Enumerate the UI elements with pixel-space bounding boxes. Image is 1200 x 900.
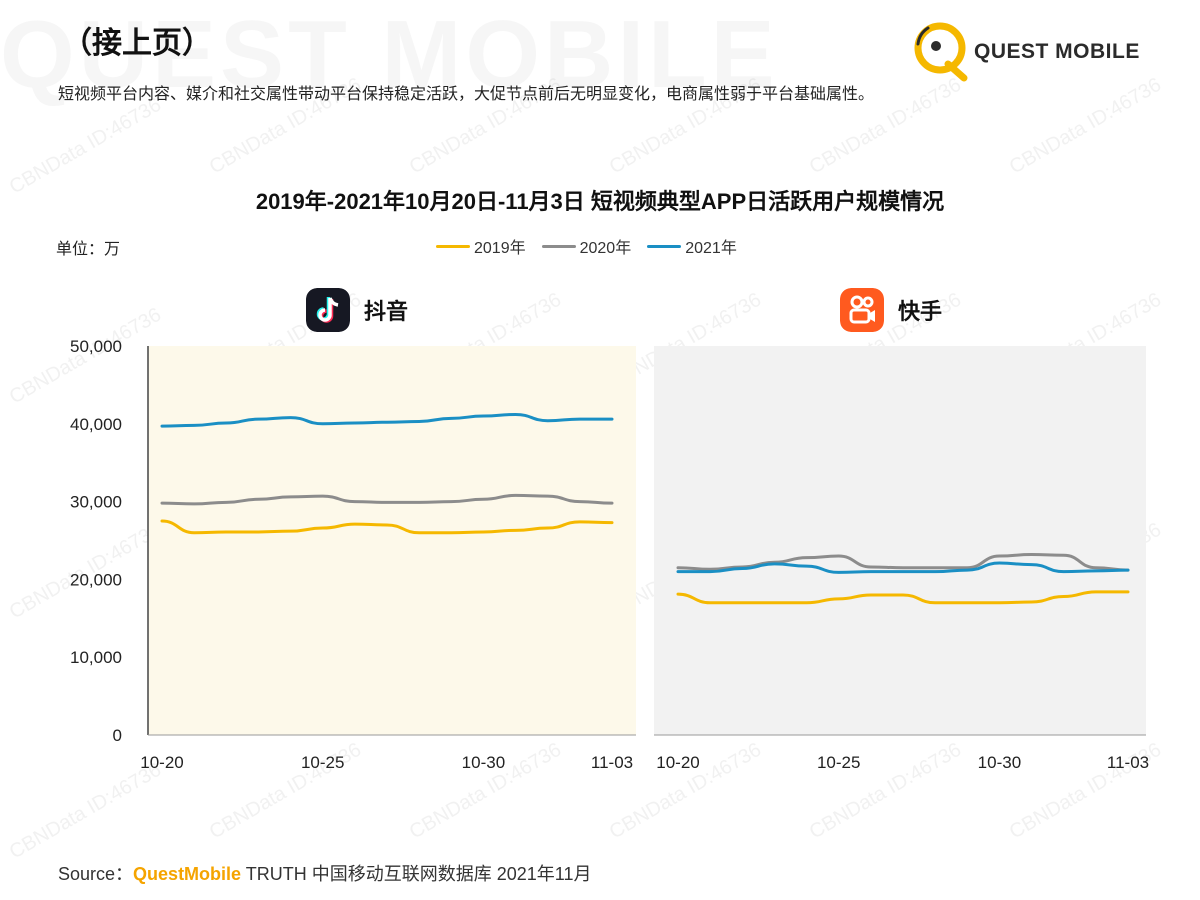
- legend-swatch-2019: [436, 244, 470, 248]
- series-line-douyin-2019: [160, 519, 614, 535]
- douyin-app-icon: [306, 288, 350, 332]
- series-line-douyin-2021: [160, 412, 614, 428]
- questmobile-logo-icon: [914, 22, 968, 82]
- x-tick-label: 10-25: [817, 753, 860, 772]
- unit-label: 单位：万: [56, 241, 121, 258]
- x-tick-label: 11-03: [1107, 753, 1149, 772]
- source-prefix: Source：: [58, 864, 134, 884]
- plot-area-1: [654, 346, 1146, 735]
- legend-item-2020: 2020年: [541, 234, 632, 258]
- series-line-kuaishou-2019: [676, 590, 1130, 605]
- platform-header-kuaishou: 快手: [840, 288, 942, 332]
- chart-legend: 2019年 2020年 2021年: [436, 234, 753, 258]
- platform-name-douyin: 抖音: [364, 299, 409, 324]
- logo-text: QUEST MOBILE: [974, 40, 1140, 63]
- series-line-douyin-2020: [160, 493, 614, 506]
- y-tick-label: 40,000: [70, 415, 122, 434]
- y-tick-label: 30,000: [70, 493, 122, 512]
- platform-name-kuaishou: 快手: [898, 299, 943, 324]
- source-brand: QuestMobile: [133, 864, 242, 884]
- x-tick-label: 11-03: [591, 753, 633, 772]
- y-tick-label: 0: [113, 726, 122, 745]
- page-subtitle: 短视频平台内容、媒介和社交属性带动平台保持稳定活跃，大促节点前后无明显变化，电商…: [58, 86, 875, 103]
- legend-swatch-2020: [541, 244, 576, 248]
- x-tick-label: 10-20: [656, 753, 699, 772]
- y-tick-label: 50,000: [70, 337, 122, 356]
- x-tick-label: 10-30: [462, 753, 505, 772]
- y-tick-label: 10,000: [70, 648, 122, 667]
- x-tick-label: 10-20: [140, 753, 183, 772]
- y-tick-label: 20,000: [70, 570, 122, 589]
- x-tick-label: 10-25: [301, 753, 344, 772]
- legend-label-2019: 2019年: [474, 240, 526, 257]
- legend-item-2021: 2021年: [647, 234, 737, 258]
- legend-swatch-2021: [647, 244, 682, 248]
- series-line-kuaishou-2021: [676, 561, 1130, 574]
- legend-item-2019: 2019年: [436, 234, 526, 258]
- continued-heading: （接上页）: [62, 27, 212, 60]
- source-note: Source：QuestMobile TRUTH 中国移动互联网数据库 2021…: [58, 860, 591, 886]
- kuaishou-app-icon: [840, 288, 884, 332]
- plot-area-0: [148, 346, 636, 735]
- questmobile-logo: QUEST MOBILE: [908, 14, 1158, 84]
- chart-title: 2019年-2021年10月20日-11月3日 短视频典型APP日活跃用户规模情…: [255, 189, 945, 214]
- platform-header-douyin: 抖音: [306, 288, 408, 332]
- x-tick-label: 10-30: [978, 753, 1021, 772]
- legend-label-2020: 2020年: [579, 240, 632, 257]
- legend-label-2021: 2021年: [685, 240, 737, 257]
- source-detail: TRUTH 中国移动互联网数据库 2021年11月: [241, 864, 592, 884]
